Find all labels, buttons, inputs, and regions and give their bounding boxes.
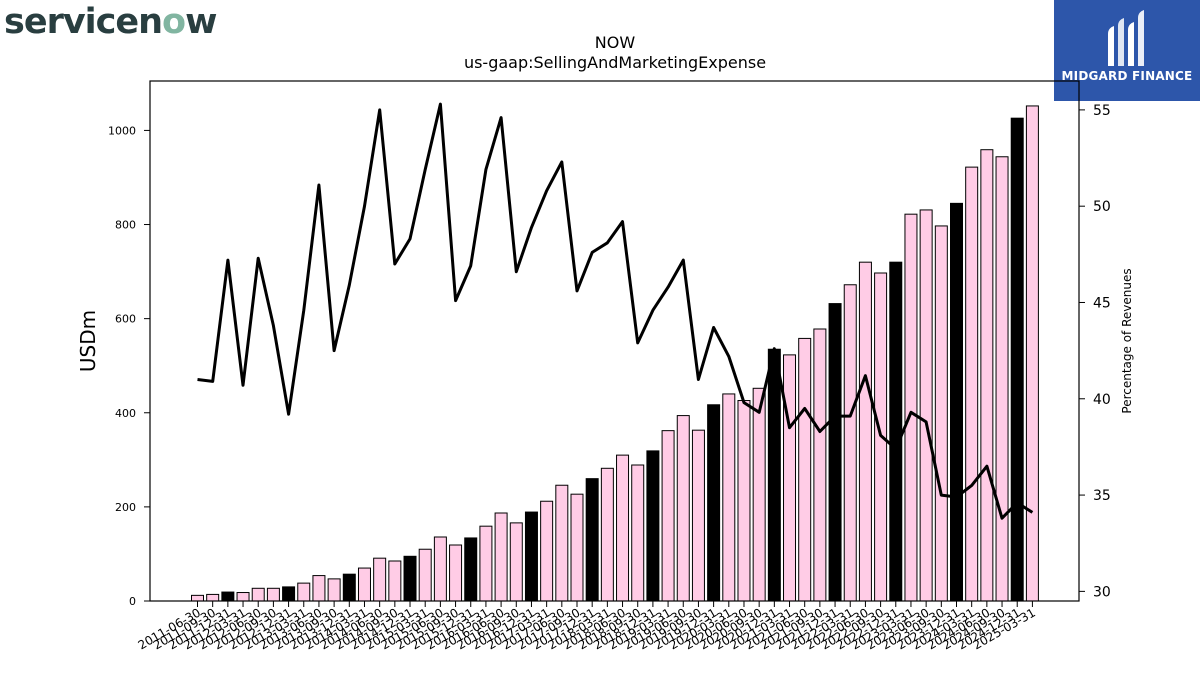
- y-tick-label: 200: [115, 501, 136, 514]
- bar-2021-06-30: [798, 337, 812, 602]
- bar-2014-09-30: [388, 560, 402, 602]
- y2-tick-label: 40: [1093, 392, 1111, 408]
- bar-2024-12-31: [1010, 117, 1024, 602]
- bar-2017-03-31: [540, 500, 554, 602]
- y-axis-label: USDm: [76, 310, 100, 372]
- badge-name: MIDGARD FINANCE: [1061, 69, 1193, 83]
- bar-2013-09-30: [327, 578, 341, 602]
- bar-2012-03-31: [236, 592, 250, 602]
- bar-2023-12-31: [950, 202, 963, 602]
- plot-frame: [149, 80, 1080, 602]
- bar-2011-09-30: [206, 593, 220, 602]
- bar-2022-06-30: [858, 261, 872, 602]
- bar-2022-12-31: [889, 261, 903, 602]
- bar-2015-03-31: [418, 548, 432, 602]
- bar-2012-12-31: [282, 586, 296, 602]
- bar-2018-12-31: [646, 450, 660, 602]
- bar-2024-03-31: [965, 166, 979, 602]
- bar-2013-06-30: [312, 575, 326, 602]
- servicenow-logo: servicenow: [4, 2, 217, 42]
- bar-2017-12-31: [585, 478, 599, 602]
- y2-axis-label: Percentage of Revenues: [1120, 268, 1134, 413]
- bar-2012-09-30: [266, 587, 280, 602]
- bar-2020-12-31: [767, 348, 781, 602]
- bar-2011-06-30: [191, 594, 204, 602]
- y-tick-label: 600: [115, 313, 136, 326]
- m-logo-icon: [1108, 10, 1144, 66]
- bar-2019-03-31: [661, 430, 675, 602]
- bar-2011-12-31: [221, 591, 235, 602]
- bar-2015-06-30: [433, 536, 447, 602]
- bar-2020-09-30: [752, 387, 766, 602]
- bar-2024-06-30: [980, 149, 994, 602]
- bar-2021-09-30: [813, 328, 827, 602]
- bar-2016-12-31: [524, 511, 538, 602]
- bar-2017-06-30: [555, 484, 569, 602]
- bar-2023-09-30: [934, 225, 948, 602]
- y-tick-label: 800: [115, 219, 136, 232]
- y-tick-label: 0: [129, 595, 136, 608]
- bar-2021-03-31: [783, 354, 797, 602]
- bar-2019-12-31: [707, 404, 721, 602]
- bar-2013-12-31: [342, 573, 356, 602]
- bar-2016-03-31: [479, 525, 493, 602]
- y2-tick-label: 35: [1093, 488, 1111, 504]
- midgard-finance-badge: MIDGARD FINANCE: [1054, 0, 1200, 101]
- bar-2023-03-31: [904, 213, 918, 602]
- bar-2024-09-30: [995, 156, 1009, 602]
- bar-2018-06-30: [616, 454, 630, 602]
- bar-2018-03-31: [600, 467, 614, 602]
- bar-2014-03-31: [357, 567, 371, 602]
- bar-2012-06-30: [251, 587, 265, 602]
- bar-2023-06-30: [919, 209, 933, 602]
- bar-2018-09-30: [631, 464, 645, 602]
- bar-2014-06-30: [373, 557, 387, 602]
- bar-2020-06-30: [737, 400, 751, 602]
- bar-2025-03-31: [1025, 105, 1039, 602]
- bar-2017-09-30: [570, 493, 584, 602]
- bar-2015-12-31: [464, 537, 478, 602]
- bar-2021-12-31: [828, 303, 842, 602]
- chart-subtitle: us-gaap:SellingAndMarketingExpense: [464, 53, 766, 72]
- percentage-of-revenues-line: [197, 102, 1034, 520]
- y-tick-label: 400: [115, 407, 136, 420]
- bar-2016-06-30: [494, 512, 508, 602]
- y2-tick-label: 30: [1093, 584, 1111, 600]
- bar-2014-12-31: [403, 555, 417, 602]
- y2-tick-label: 55: [1093, 103, 1111, 119]
- bar-2015-09-30: [449, 544, 463, 602]
- y-tick-label: 1000: [108, 124, 136, 137]
- chart-title: NOW: [595, 33, 636, 52]
- bar-2019-06-30: [676, 415, 690, 602]
- bar-2022-03-31: [843, 284, 857, 602]
- bar-2016-09-30: [509, 522, 523, 602]
- bar-2020-03-31: [722, 393, 736, 602]
- bar-2013-03-31: [297, 582, 311, 602]
- bar-2019-09-30: [691, 429, 705, 602]
- y2-tick-label: 50: [1093, 199, 1111, 215]
- y2-tick-label: 45: [1093, 295, 1111, 311]
